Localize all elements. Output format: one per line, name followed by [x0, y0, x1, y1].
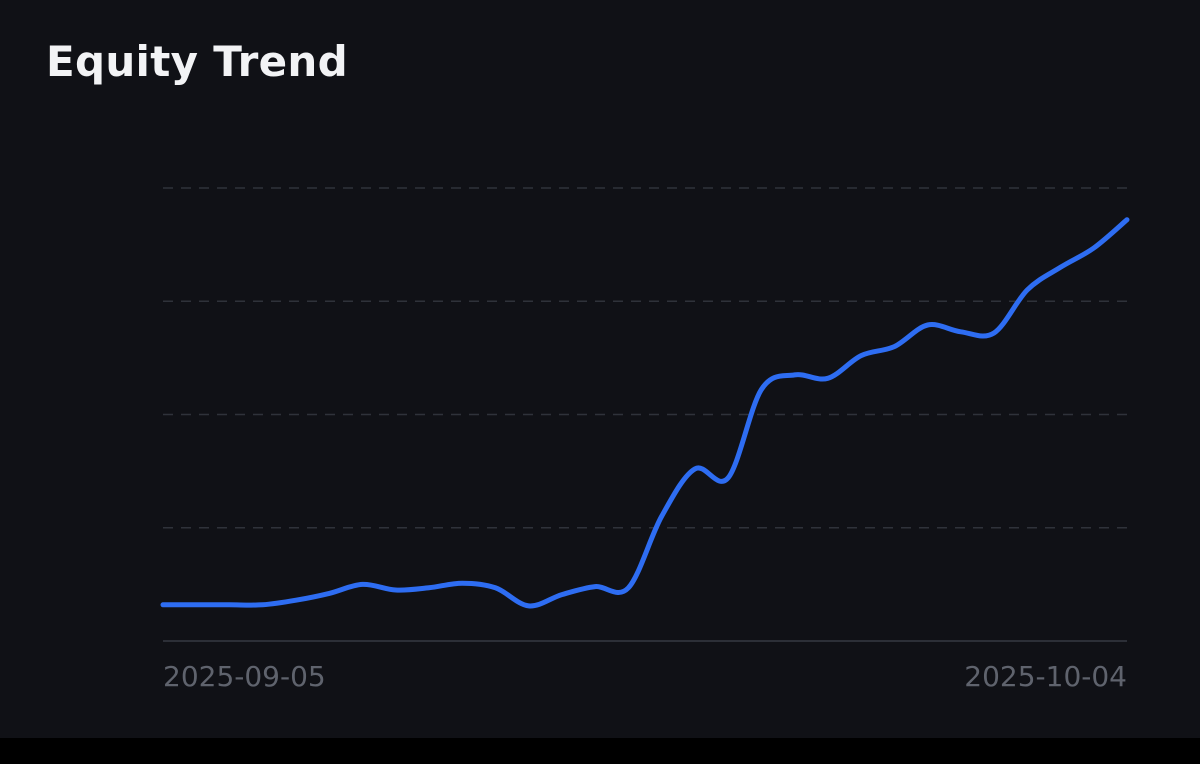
equity-series-line [160, 217, 1130, 609]
series-layer [160, 217, 1130, 609]
x-tick-label-end: 2025-10-04 [964, 660, 1127, 693]
equity-line-chart: 2025-09-05 2025-10-04 [160, 187, 1130, 693]
x-tick-label-start: 2025-09-05 [163, 660, 326, 693]
grid-lines [163, 187, 1127, 529]
chart-card: Equity Trend 2025-09-05 2025-10-04 [0, 0, 1200, 738]
chart-title: Equity Trend [46, 37, 348, 86]
